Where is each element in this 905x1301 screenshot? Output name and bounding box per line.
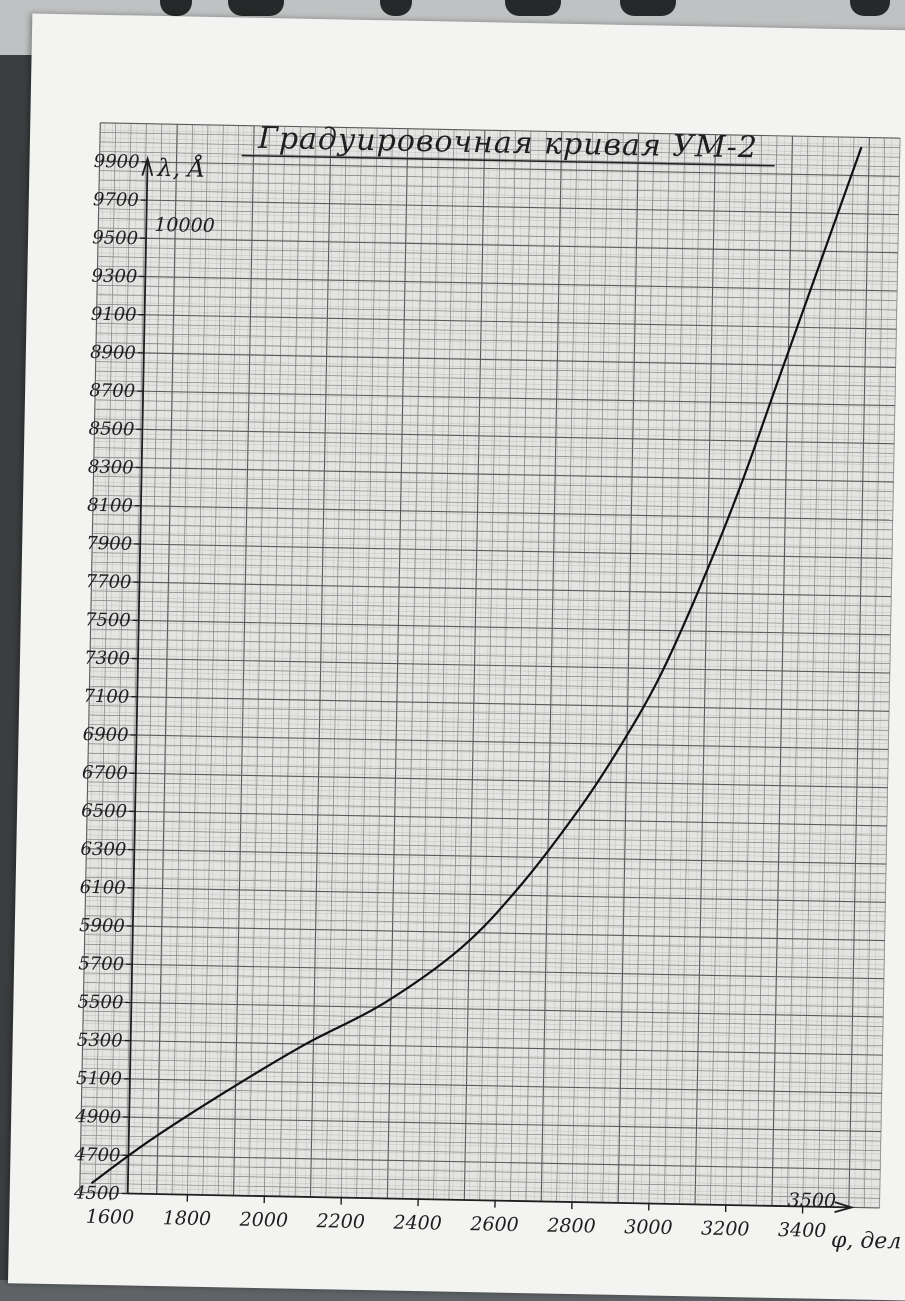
- y-tick-label: 6300: [80, 839, 126, 861]
- y-tick-label: 7500: [85, 609, 131, 631]
- y-tick-label: 6100: [80, 877, 126, 899]
- y-tick-label: 6900: [83, 724, 129, 746]
- y-tick-label: 8500: [88, 418, 134, 440]
- y-extra-label: 10000: [154, 214, 215, 237]
- y-tick-label: 8900: [90, 342, 136, 364]
- binder-hole: [505, 0, 561, 16]
- y-tick-label: 8700: [89, 380, 135, 402]
- y-tick-label: 9500: [92, 227, 138, 249]
- y-tick-label: 5700: [78, 953, 124, 975]
- y-tick-label: 9300: [91, 266, 137, 288]
- x-tick-label: 2800: [546, 1215, 596, 1238]
- y-tick-label: 5900: [79, 915, 125, 937]
- x-tick-label: 1800: [163, 1207, 212, 1230]
- x-tick-label: 2200: [315, 1210, 365, 1233]
- y-tick-label: 4700: [73, 1144, 120, 1166]
- y-tick-label: 6500: [81, 800, 127, 822]
- x-tick-label: 3200: [701, 1218, 750, 1241]
- y-tick-label: 8300: [88, 457, 134, 479]
- y-tick-label: 7100: [83, 686, 129, 708]
- y-axis-label: λ, Å: [156, 153, 205, 183]
- y-tick-label: 9100: [91, 304, 137, 326]
- y-tick-label: 4500: [73, 1182, 120, 1204]
- x-tick-label: 2400: [392, 1212, 442, 1235]
- binder-hole: [620, 0, 676, 16]
- y-tick-label: 9700: [93, 189, 139, 211]
- y-tick-label: 7900: [86, 533, 132, 555]
- calibration-chart: 4500 4700 4900 5100 5300 5500 5700 5900 6100 6300…: [8, 13, 905, 1300]
- y-tick-label: 6700: [82, 762, 128, 784]
- x-extra-label: 3500: [788, 1189, 837, 1212]
- x-axis-label: φ, дел: [831, 1228, 902, 1254]
- x-tick-label: 1600: [86, 1206, 135, 1229]
- y-tick-label: 8100: [87, 495, 133, 517]
- y-tick-label: 5100: [76, 1068, 122, 1090]
- graph-paper-sheet: 4500 4700 4900 5100 5300 5500 5700 5900 6100 6300…: [8, 13, 905, 1300]
- y-tick-label: 7300: [84, 648, 130, 670]
- x-tick-label: 3400: [778, 1219, 827, 1242]
- y-tick-label: 4900: [74, 1106, 121, 1128]
- y-tick-label: 7700: [85, 571, 131, 593]
- x-tick-label: 2000: [238, 1209, 288, 1232]
- y-tick-label: 5500: [77, 991, 123, 1013]
- x-tick-label: 3000: [624, 1216, 673, 1239]
- y-tick-label: 9900: [94, 151, 140, 173]
- y-tick-label: 5300: [77, 1030, 123, 1052]
- binder-hole: [228, 0, 284, 16]
- x-tick-label: 2600: [469, 1213, 519, 1236]
